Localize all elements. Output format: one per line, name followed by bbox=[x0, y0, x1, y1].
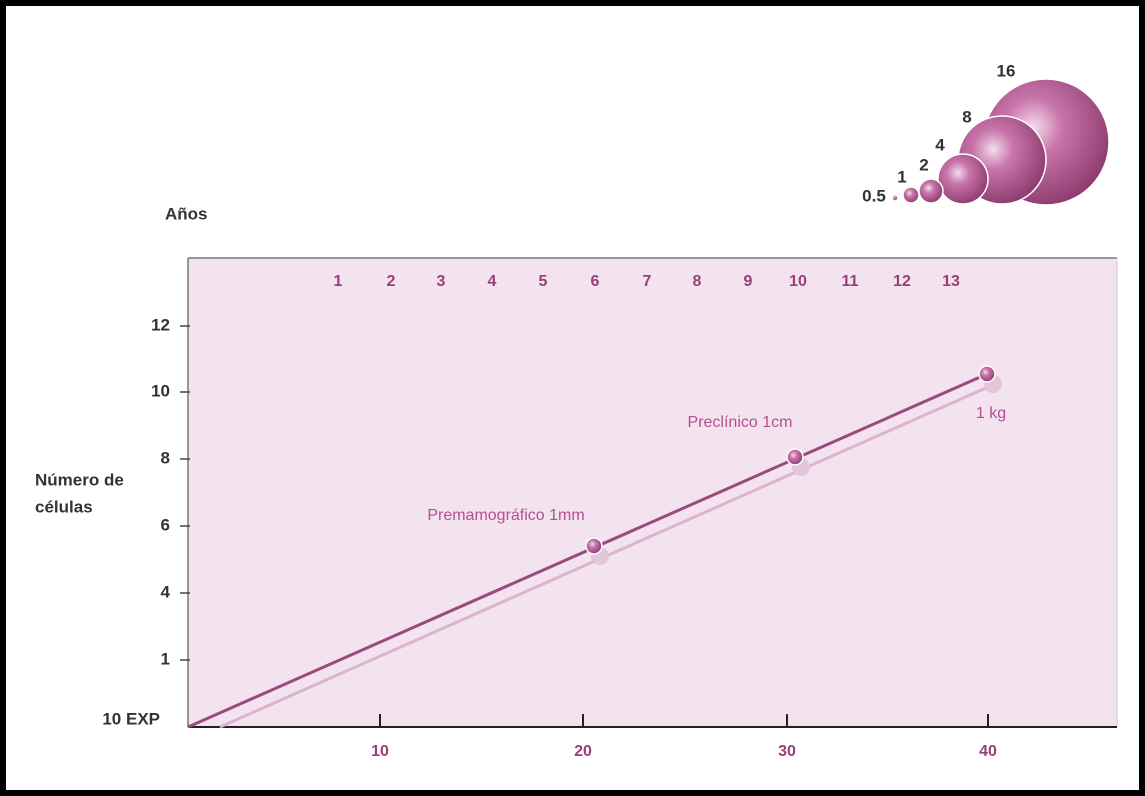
plot-area bbox=[188, 258, 1117, 727]
size-sphere bbox=[938, 154, 988, 204]
year-label: 1 bbox=[334, 273, 343, 290]
y-tick-label: 12 bbox=[151, 315, 170, 334]
year-label: 6 bbox=[591, 273, 600, 290]
size-sphere bbox=[919, 179, 943, 203]
year-label: 4 bbox=[488, 273, 497, 290]
y-tick-label: 8 bbox=[161, 448, 170, 467]
y-tick-label: 4 bbox=[161, 582, 171, 601]
x-tick-label: 10 bbox=[371, 743, 389, 760]
year-label: 12 bbox=[893, 273, 911, 290]
size-label: 1 bbox=[897, 167, 906, 186]
x-tick-label: 40 bbox=[979, 743, 997, 760]
size-label: 4 bbox=[935, 135, 945, 154]
y-axis-title: Número de bbox=[35, 470, 124, 489]
annotation: Preclínico 1cm bbox=[688, 414, 793, 431]
years-title: Años bbox=[165, 204, 208, 223]
year-label: 3 bbox=[437, 273, 446, 290]
diagram: Años123456789101112131210864110 EXPNúmer… bbox=[0, 0, 1145, 796]
year-label: 7 bbox=[643, 273, 652, 290]
y-tick-label: 10 EXP bbox=[102, 709, 160, 728]
y-tick-label: 10 bbox=[151, 381, 170, 400]
x-tick-label: 20 bbox=[574, 743, 592, 760]
annotation: 1 kg bbox=[976, 405, 1006, 422]
point bbox=[787, 449, 803, 465]
y-tick-label: 1 bbox=[161, 649, 170, 668]
year-label: 13 bbox=[942, 273, 960, 290]
size-sphere bbox=[903, 187, 919, 203]
annotation: Premamográfico 1mm bbox=[427, 507, 584, 524]
year-label: 8 bbox=[693, 273, 702, 290]
point bbox=[979, 366, 995, 382]
size-sphere bbox=[892, 195, 898, 201]
year-label: 11 bbox=[842, 273, 859, 290]
y-axis-title: células bbox=[35, 497, 93, 516]
size-label: 16 bbox=[997, 61, 1016, 80]
year-label: 2 bbox=[387, 273, 396, 290]
point bbox=[586, 538, 602, 554]
y-tick-label: 6 bbox=[161, 515, 170, 534]
size-label: 0.5 bbox=[862, 186, 886, 205]
x-tick-label: 30 bbox=[778, 743, 796, 760]
year-label: 5 bbox=[539, 273, 548, 290]
year-label: 10 bbox=[789, 273, 807, 290]
year-label: 9 bbox=[744, 273, 753, 290]
size-label: 8 bbox=[962, 107, 971, 126]
size-label: 2 bbox=[919, 155, 928, 174]
